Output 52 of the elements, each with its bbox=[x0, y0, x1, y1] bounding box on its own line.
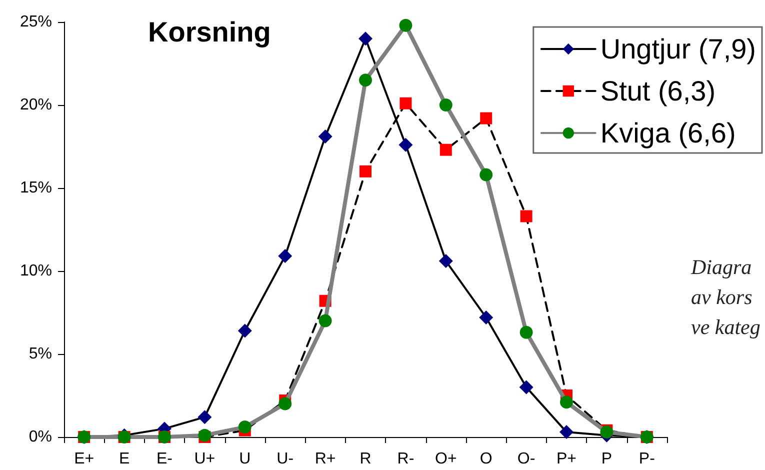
x-tick-label: U bbox=[239, 450, 251, 468]
x-tick-label: U+ bbox=[194, 450, 216, 468]
legend-label: Kviga (6,6) bbox=[600, 118, 736, 148]
legend-label: Stut (6,3) bbox=[600, 76, 716, 106]
x-tick-label: P bbox=[601, 450, 612, 468]
point bbox=[439, 98, 452, 112]
point bbox=[238, 324, 252, 338]
point bbox=[519, 380, 534, 394]
point bbox=[359, 74, 372, 87]
chart-title: Korsning bbox=[148, 16, 271, 48]
point bbox=[358, 32, 372, 46]
point bbox=[278, 249, 292, 264]
legend-label: Ungtjur (7,9) bbox=[600, 34, 756, 64]
x-tick-label: P+ bbox=[556, 450, 577, 468]
point bbox=[398, 138, 413, 152]
x-tick-label: E bbox=[118, 450, 130, 468]
point bbox=[198, 428, 212, 442]
point bbox=[480, 112, 492, 124]
x-tick-label: O- bbox=[517, 450, 536, 468]
y-tick-label: 20% bbox=[20, 96, 52, 114]
x-tick-label: P- bbox=[638, 450, 655, 468]
point bbox=[560, 425, 574, 440]
x-tick-label: R bbox=[360, 450, 372, 468]
x-tick-label: E- bbox=[156, 450, 172, 468]
point bbox=[318, 314, 332, 328]
point bbox=[360, 165, 372, 178]
x-tick-label: R- bbox=[397, 450, 414, 468]
point bbox=[198, 410, 212, 424]
point bbox=[560, 396, 573, 409]
x-tick-label: O bbox=[480, 450, 492, 468]
y-tick-label: 0% bbox=[28, 428, 52, 446]
point bbox=[399, 18, 412, 32]
x-tick-label: R+ bbox=[314, 450, 336, 468]
point bbox=[520, 326, 533, 339]
point bbox=[440, 144, 452, 156]
y-tick-label: 10% bbox=[20, 262, 52, 280]
point bbox=[600, 426, 614, 439]
point bbox=[400, 97, 412, 110]
point bbox=[238, 420, 252, 434]
y-tick-label: 5% bbox=[28, 346, 52, 362]
x-tick-label: U- bbox=[276, 450, 294, 468]
point bbox=[318, 130, 332, 144]
point bbox=[480, 168, 493, 182]
point bbox=[479, 310, 494, 324]
y-tick-label: 25% bbox=[20, 14, 52, 30]
x-tick-label: E+ bbox=[74, 450, 94, 468]
text: Diagra av kors ve kateg bbox=[690, 255, 760, 339]
x-tick-label: O+ bbox=[435, 450, 457, 468]
y-tick-label: 15% bbox=[20, 180, 52, 196]
point bbox=[520, 210, 532, 222]
point bbox=[278, 397, 292, 410]
point bbox=[438, 254, 453, 268]
